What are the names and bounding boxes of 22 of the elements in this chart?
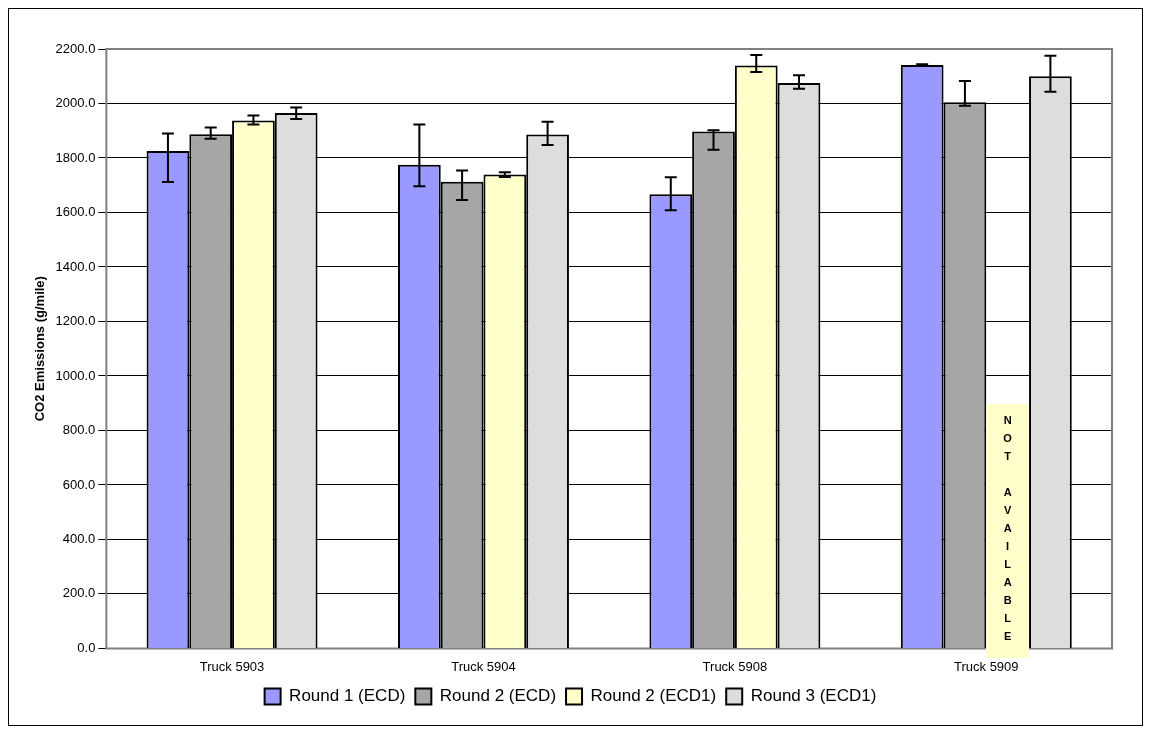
legend-label: Round 1 (ECD) <box>289 686 406 706</box>
y-tick-label: 600.0 <box>62 476 96 492</box>
x-tick-label: Truck 5903 <box>199 658 265 674</box>
legend-label: Round 3 (ECD1) <box>750 686 877 706</box>
y-tick-label: 2200.0 <box>55 40 96 56</box>
y-tick-label: 1800.0 <box>55 149 96 165</box>
y-tick-label: 1200.0 <box>55 313 96 329</box>
y-tick-label: 800.0 <box>62 422 96 438</box>
y-axis-title: CO2 Emissions (g/mile) <box>32 276 48 422</box>
legend-label: Round 2 (ECD1) <box>590 686 717 706</box>
x-tick-label: Truck 5909 <box>954 658 1019 674</box>
y-tick-label: 1600.0 <box>55 204 96 220</box>
y-tick-label: 200.0 <box>62 585 96 601</box>
y-tick-label: 0.0 <box>77 639 96 655</box>
x-tick-label: Truck 5904 <box>451 658 516 674</box>
y-tick-label: 2000.0 <box>55 95 96 111</box>
x-tick-label: Truck 5908 <box>702 658 768 674</box>
y-tick-label: 1400.0 <box>55 258 96 274</box>
y-tick-label: 400.0 <box>62 531 96 546</box>
y-tick-label: 1000.0 <box>55 367 96 383</box>
annotation: NOT AVAILABLE <box>1001 414 1014 649</box>
legend-label: Round 2 (ECD) <box>439 686 557 706</box>
